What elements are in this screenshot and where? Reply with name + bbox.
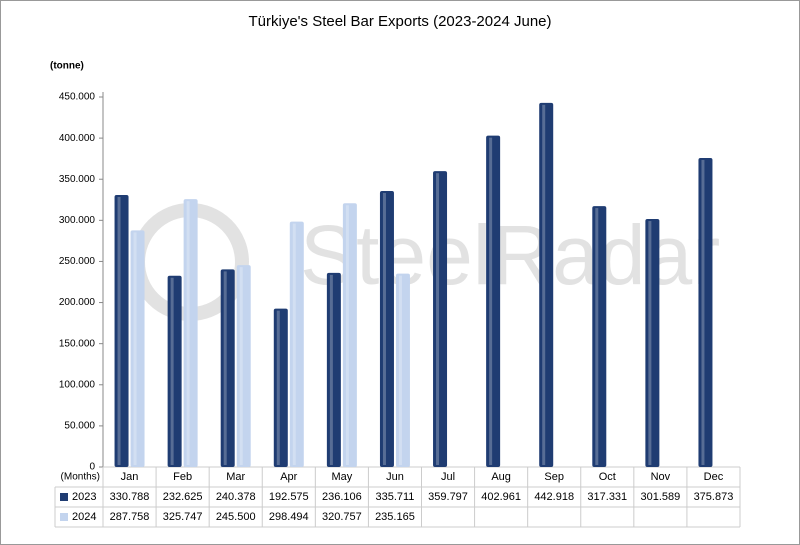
- bar: [289, 221, 304, 467]
- data-label: 240.378: [216, 491, 256, 503]
- bar: [114, 195, 129, 468]
- bar: [167, 275, 182, 467]
- bar-shine: [345, 205, 349, 465]
- x-tick-label: Nov: [651, 471, 671, 483]
- y-tick-label: 150.000: [59, 338, 96, 349]
- x-tick-label: Dec: [704, 471, 724, 483]
- data-label: 335.711: [375, 491, 414, 503]
- data-label: 298.494: [269, 511, 309, 523]
- bar-shine: [489, 137, 493, 465]
- y-tick-label: 350.000: [59, 174, 96, 185]
- bar: [273, 308, 288, 467]
- bar: [539, 102, 554, 468]
- data-label: 236.106: [322, 491, 362, 503]
- data-label: 375.873: [694, 491, 734, 503]
- x-tick-label: Feb: [173, 471, 192, 483]
- bar: [592, 206, 607, 467]
- bar: [395, 273, 410, 467]
- bar-shine: [239, 267, 243, 465]
- y-tick-label: 250.000: [59, 256, 96, 267]
- y-axis-label: (tonne): [50, 61, 84, 72]
- bar: [130, 230, 145, 467]
- data-label: 287.758: [110, 511, 150, 523]
- bar-shine: [436, 173, 440, 465]
- bar: [342, 203, 357, 467]
- bar-shine: [595, 208, 599, 465]
- bar-shine: [382, 192, 386, 466]
- legend-swatch: [60, 513, 68, 521]
- bar: [183, 199, 198, 467]
- bar-shine: [186, 201, 190, 465]
- y-tick-label: 450.000: [59, 92, 96, 103]
- data-label: 359.797: [428, 491, 468, 503]
- bar-shine: [398, 275, 402, 465]
- legend-label: 2023: [72, 491, 96, 503]
- x-tick-label: Jul: [441, 471, 455, 483]
- bar: [379, 190, 394, 468]
- data-label: 402.961: [481, 491, 521, 503]
- x-tick-label: Jun: [386, 471, 404, 483]
- bar-shine: [329, 274, 333, 465]
- bar: [236, 265, 251, 467]
- bar-shine: [648, 221, 652, 465]
- x-tick-label: Aug: [491, 471, 511, 483]
- bar-shine: [701, 159, 705, 466]
- bar-shine: [276, 310, 280, 465]
- bar: [645, 219, 660, 467]
- data-label: 320.757: [322, 511, 362, 523]
- data-label: 232.625: [163, 491, 203, 503]
- y-tick-label: 50.000: [64, 421, 95, 432]
- x-tick-label: May: [331, 471, 352, 483]
- bar: [486, 135, 501, 467]
- data-label: 325.747: [163, 511, 203, 523]
- data-label: 192.575: [269, 491, 309, 503]
- bar-shine: [542, 104, 546, 466]
- data-label: 235.165: [375, 511, 415, 523]
- legend-swatch: [60, 493, 68, 501]
- bar: [326, 272, 341, 467]
- x-axis-label: (Months): [61, 472, 100, 483]
- data-label: 245.500: [216, 511, 256, 523]
- bar: [220, 269, 235, 467]
- y-tick-label: 200.000: [59, 297, 96, 308]
- bar-shine: [292, 223, 296, 465]
- x-tick-label: Oct: [599, 471, 616, 483]
- bar-shine: [133, 232, 137, 465]
- y-tick-label: 100.000: [59, 379, 96, 390]
- data-label: 442.918: [534, 491, 574, 503]
- x-tick-label: Sep: [544, 471, 564, 483]
- data-label: 301.589: [640, 491, 680, 503]
- x-tick-label: Jan: [121, 471, 139, 483]
- data-label: 330.788: [110, 491, 150, 503]
- y-tick-label: 0: [89, 462, 95, 473]
- bar: [698, 157, 713, 468]
- bar: [433, 171, 448, 467]
- y-tick-label: 400.000: [59, 133, 96, 144]
- x-tick-label: Mar: [226, 471, 245, 483]
- y-tick-label: 300.000: [59, 215, 96, 226]
- data-label: 317.331: [587, 491, 627, 503]
- bar-shine: [170, 277, 174, 465]
- chart-title: Türkiye's Steel Bar Exports (2023-2024 J…: [248, 13, 551, 30]
- legend-label: 2024: [72, 511, 96, 523]
- x-tick-label: Apr: [280, 471, 297, 483]
- bar-shine: [223, 271, 227, 465]
- bar-shine: [117, 197, 121, 466]
